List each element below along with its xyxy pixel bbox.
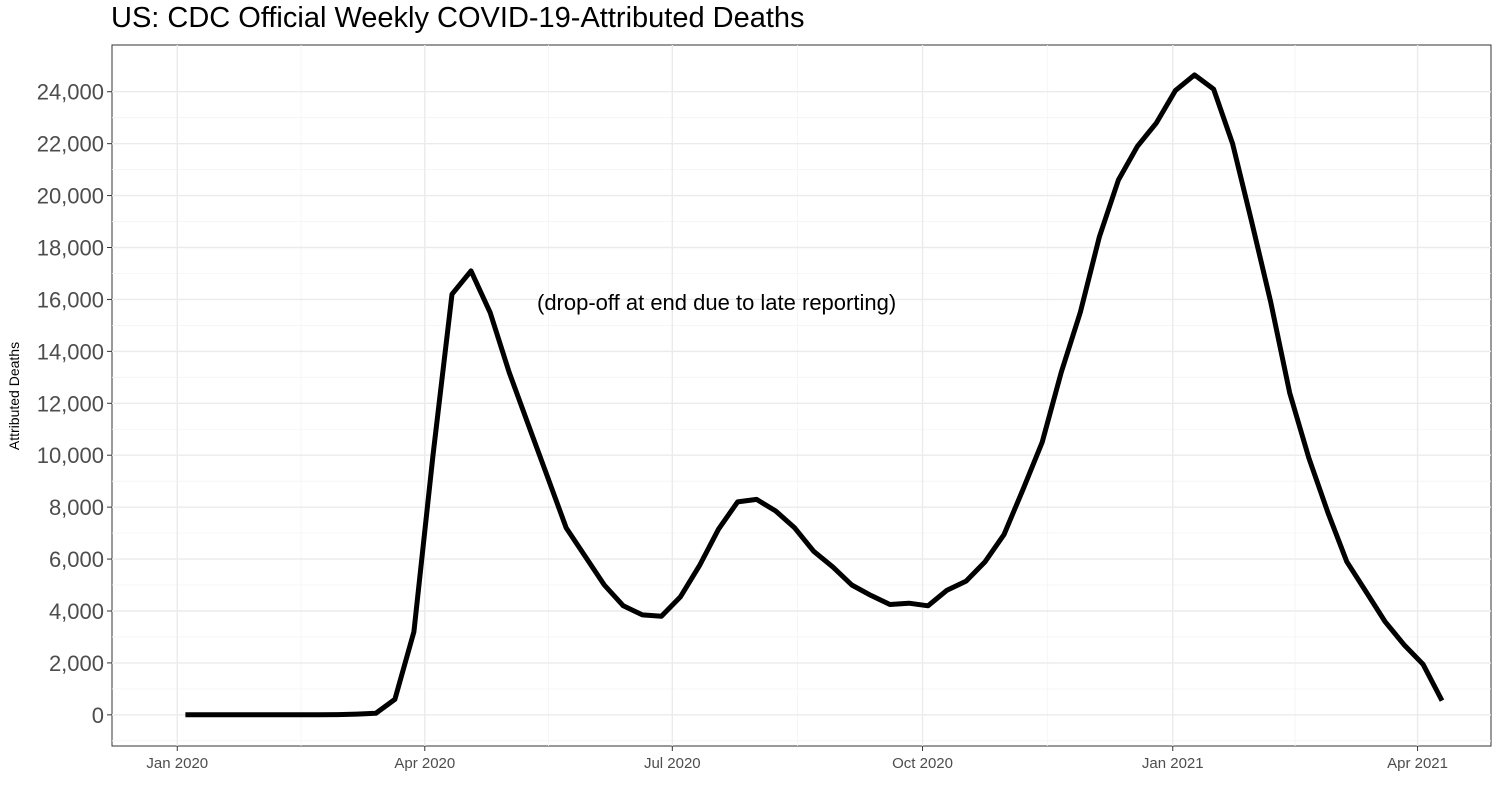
x-tick-label: Apr 2020 [394, 755, 455, 772]
data-point [1230, 141, 1235, 146]
data-point [392, 697, 397, 702]
data-point [411, 629, 416, 634]
data-point [1440, 698, 1445, 703]
grid-minor [112, 45, 1491, 746]
data-point [906, 601, 911, 606]
data-point [1287, 390, 1292, 395]
data-point [1002, 532, 1007, 537]
data-point [1268, 300, 1273, 305]
data-point [868, 593, 873, 598]
data-point [1421, 662, 1426, 667]
data-point [1306, 455, 1311, 460]
data-point [221, 712, 226, 717]
y-tick-label: 10,000 [37, 443, 104, 468]
chart-title: US: CDC Official Weekly COVID-19-Attribu… [111, 2, 805, 34]
data-point [1097, 235, 1102, 240]
data-point [316, 712, 321, 717]
data-point [1021, 487, 1026, 492]
data-point [830, 564, 835, 569]
y-axis-title: Attributed Deaths [6, 342, 22, 450]
y-tick-label: 4,000 [49, 599, 104, 624]
data-point [735, 499, 740, 504]
y-tick-label: 2,000 [49, 651, 104, 676]
data-point [278, 712, 283, 717]
data-point [1363, 589, 1368, 594]
data-point [640, 612, 645, 617]
data-point [450, 292, 455, 297]
plot-panel [111, 44, 1492, 747]
x-tick-label: Apr 2021 [1387, 755, 1448, 772]
data-point [526, 422, 531, 427]
x-tick-label: Jul 2020 [644, 755, 701, 772]
data-point [297, 712, 302, 717]
data-point [1135, 144, 1140, 149]
chart-annotation: (drop-off at end due to late reporting) [537, 290, 896, 315]
data-point [602, 583, 607, 588]
data-point [887, 602, 892, 607]
x-tick-label: Jan 2020 [146, 755, 208, 772]
data-point [1116, 178, 1121, 183]
data-point [354, 712, 359, 717]
data-point [240, 712, 245, 717]
y-tick-label: 22,000 [37, 132, 104, 157]
data-point [1173, 88, 1178, 93]
data-point [1402, 642, 1407, 647]
data-point [564, 525, 569, 530]
data-point [545, 474, 550, 479]
data-point [183, 712, 188, 717]
data-point [983, 559, 988, 564]
data-point [659, 614, 664, 619]
data-point [926, 603, 931, 608]
y-tick-label: 16,000 [37, 287, 104, 312]
y-tick-label: 18,000 [37, 236, 104, 261]
y-tick-label: 8,000 [49, 495, 104, 520]
data-point [1325, 510, 1330, 515]
data-point [1211, 87, 1216, 92]
data-point [811, 549, 816, 554]
data-point [792, 525, 797, 530]
y-tick-label: 14,000 [37, 339, 104, 364]
series-line-attributed-deaths [185, 72, 1445, 718]
data-point [335, 712, 340, 717]
y-tick-label: 0 [92, 703, 104, 728]
data-point [754, 497, 759, 502]
x-axis: Jan 2020 Apr 2020 Jul 2020 Oct 2020 Jan 2021… [146, 746, 1448, 772]
data-point [1192, 72, 1197, 77]
data-point [373, 711, 378, 716]
data-point [964, 579, 969, 584]
data-point [1040, 440, 1045, 445]
y-tick-label: 24,000 [37, 80, 104, 105]
data-point [202, 712, 207, 717]
data-point [697, 563, 702, 568]
data-point [1154, 120, 1159, 125]
data-point [849, 583, 854, 588]
data-point [1382, 619, 1387, 624]
grid-major [112, 45, 1491, 746]
data-point [621, 603, 626, 608]
x-tick-label: Jan 2021 [1142, 755, 1204, 772]
data-point [1078, 310, 1083, 315]
y-tick-label: 12,000 [37, 391, 104, 416]
data-point [259, 712, 264, 717]
data-point [583, 554, 588, 559]
data-point [1344, 559, 1349, 564]
data-point [678, 594, 683, 599]
data-point [469, 268, 474, 273]
data-point [945, 588, 950, 593]
y-tick-label: 20,000 [37, 184, 104, 209]
data-point [1249, 219, 1254, 224]
data-point [431, 453, 436, 458]
y-axis: 0 2,000 4,000 6,000 8,000 10,000 12,000 14,000 1… [37, 80, 112, 728]
data-point [716, 527, 721, 532]
data-point [773, 509, 778, 514]
x-tick-label: Oct 2020 [892, 755, 953, 772]
y-tick-label: 6,000 [49, 547, 104, 572]
data-point [1059, 370, 1064, 375]
data-point [488, 310, 493, 315]
data-point [507, 370, 512, 375]
